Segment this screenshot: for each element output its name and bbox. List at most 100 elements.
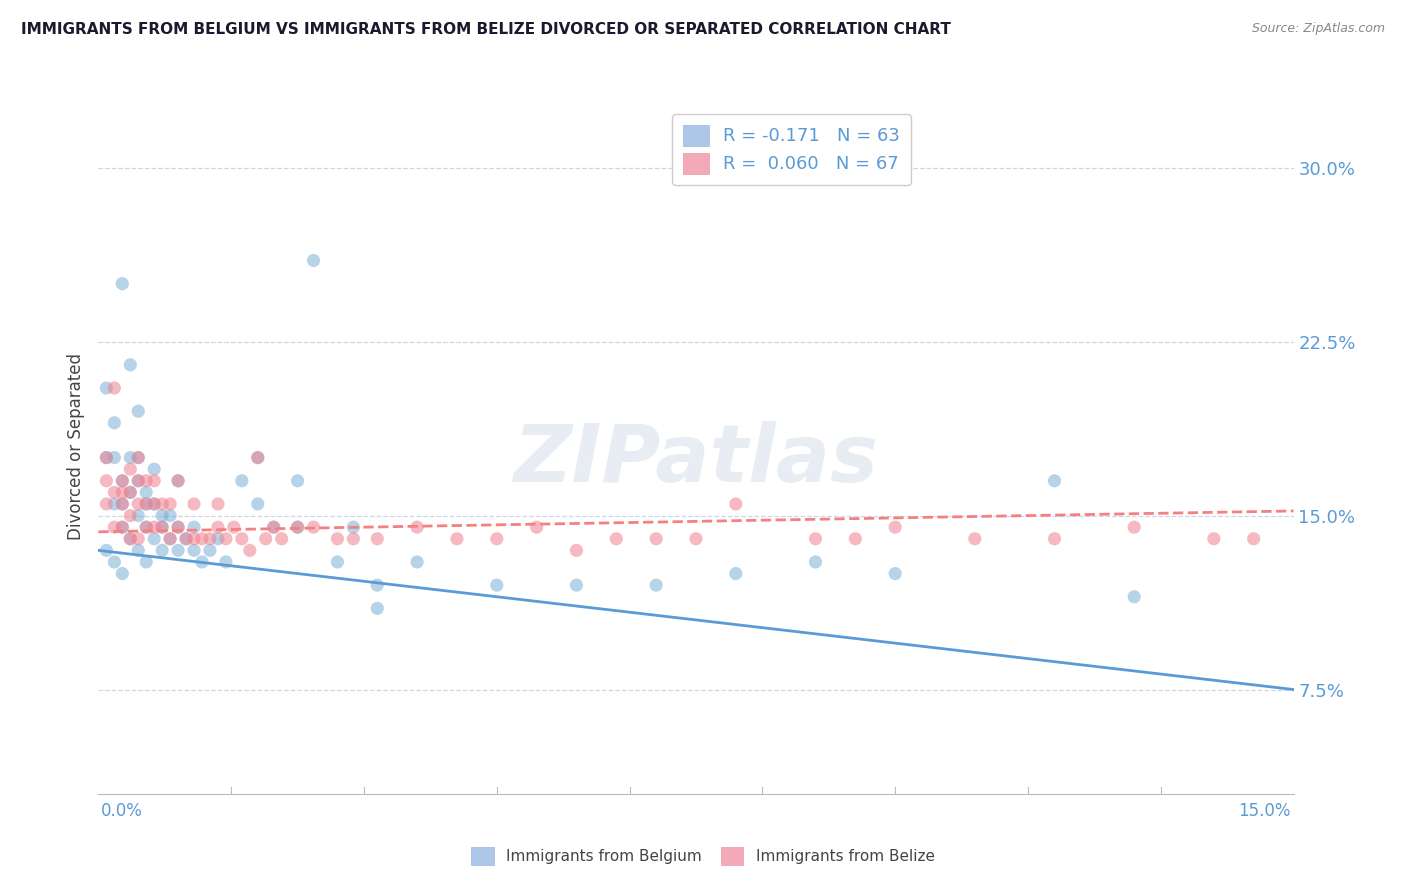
Point (120, 485, 142, 500)
Point (120, 358, 142, 372)
Point (198, 543, 221, 558)
Point (135, 520, 157, 534)
Point (183, 497, 205, 511)
Point (804, 555, 827, 569)
Point (127, 404, 149, 418)
Point (127, 508, 149, 523)
Point (120, 485, 142, 500)
Point (103, 497, 125, 511)
Legend: R = -0.171   N = 63, R =  0.060   N = 67: R = -0.171 N = 63, R = 0.060 N = 67 (672, 114, 911, 185)
Point (254, 532, 277, 546)
Point (724, 497, 747, 511)
Point (111, 497, 134, 511)
Point (127, 450, 149, 465)
Point (246, 450, 269, 465)
Point (565, 543, 588, 558)
Point (127, 543, 149, 558)
Point (215, 555, 238, 569)
Point (120, 508, 142, 523)
Point (287, 474, 309, 488)
Point (103, 381, 125, 395)
Point (1043, 474, 1066, 488)
Point (645, 532, 668, 546)
Point (270, 532, 292, 546)
Point (1123, 520, 1146, 534)
Point (183, 532, 205, 546)
Point (963, 532, 986, 546)
Point (287, 520, 309, 534)
Point (183, 520, 205, 534)
Point (127, 474, 149, 488)
Point (120, 462, 142, 476)
Point (287, 520, 309, 534)
Point (150, 508, 173, 523)
Point (302, 520, 325, 534)
Point (143, 520, 166, 534)
Point (231, 474, 253, 488)
Text: 0.0%: 0.0% (101, 802, 143, 820)
Point (1123, 590, 1146, 604)
Point (183, 543, 205, 558)
Point (143, 462, 166, 476)
Text: ZIPatlas: ZIPatlas (513, 421, 879, 499)
Point (159, 532, 181, 546)
Point (111, 520, 134, 534)
Point (326, 532, 349, 546)
Point (150, 520, 173, 534)
Point (120, 532, 142, 546)
Point (167, 520, 190, 534)
Point (724, 566, 747, 581)
Point (103, 485, 125, 500)
Point (143, 497, 166, 511)
Point (96, 450, 118, 465)
Point (804, 532, 827, 546)
Point (111, 497, 134, 511)
Point (302, 253, 325, 268)
Point (120, 450, 142, 465)
Point (143, 474, 166, 488)
Point (167, 474, 190, 488)
Point (207, 520, 229, 534)
Point (406, 555, 429, 569)
Point (135, 474, 157, 488)
Point (191, 555, 214, 569)
Point (174, 532, 197, 546)
Point (111, 520, 134, 534)
Point (167, 543, 190, 558)
Point (174, 532, 197, 546)
Point (342, 532, 364, 546)
Point (103, 520, 125, 534)
Point (215, 532, 238, 546)
Point (526, 520, 548, 534)
Point (231, 532, 253, 546)
Point (263, 520, 285, 534)
Point (605, 532, 627, 546)
Point (111, 474, 134, 488)
Point (207, 497, 229, 511)
Point (135, 497, 157, 511)
Point (150, 497, 173, 511)
Point (366, 578, 388, 592)
Point (239, 543, 262, 558)
Point (111, 474, 134, 488)
Point (150, 520, 173, 534)
Point (1202, 532, 1225, 546)
Point (406, 520, 429, 534)
Text: 15.0%: 15.0% (1239, 802, 1291, 820)
Point (222, 520, 245, 534)
Point (645, 578, 668, 592)
Point (111, 277, 134, 291)
Point (96, 543, 118, 558)
Point (446, 532, 468, 546)
Point (1043, 532, 1066, 546)
Point (167, 520, 190, 534)
Point (342, 520, 364, 534)
Point (246, 497, 269, 511)
Point (127, 450, 149, 465)
Point (96, 474, 118, 488)
Point (263, 520, 285, 534)
Text: IMMIGRANTS FROM BELGIUM VS IMMIGRANTS FROM BELIZE DIVORCED OR SEPARATED CORRELAT: IMMIGRANTS FROM BELGIUM VS IMMIGRANTS FR… (21, 22, 950, 37)
Point (1243, 532, 1265, 546)
Point (685, 532, 707, 546)
Point (96, 450, 118, 465)
